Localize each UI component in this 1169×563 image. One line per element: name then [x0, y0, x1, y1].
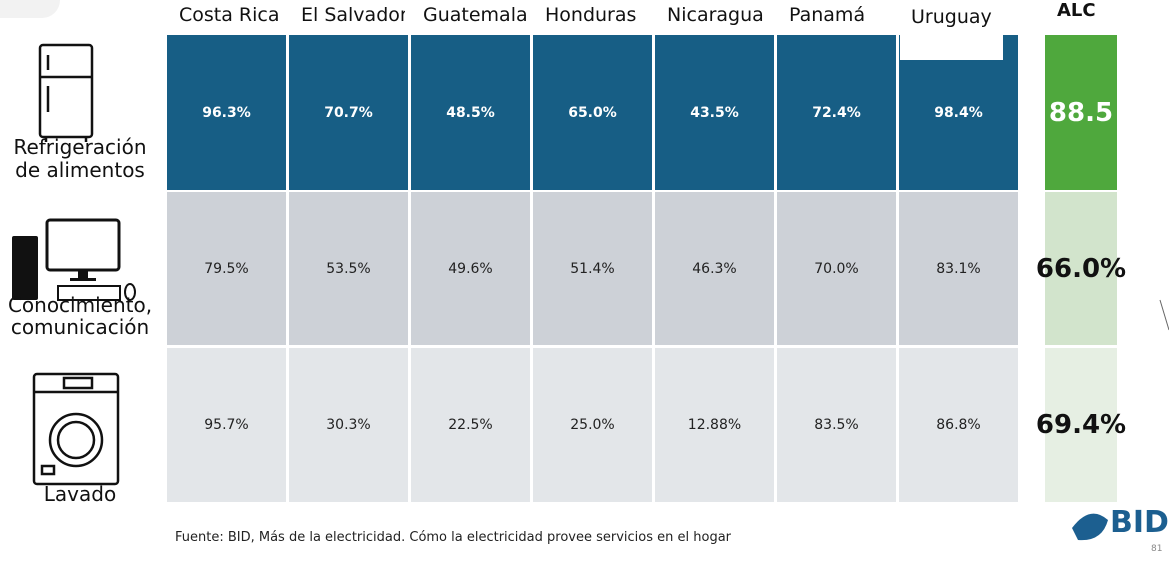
table-cell: 65.0%	[533, 35, 652, 190]
table-cell: 86.8%	[899, 348, 1018, 502]
table-cell: 51.4%	[533, 192, 652, 345]
alc-cell: 69.4%	[1036, 348, 1126, 502]
table-cell: 79.5%	[167, 192, 286, 345]
column-header: Honduras	[545, 4, 637, 26]
table-cell: 96.3%	[167, 35, 286, 190]
table-cell: 83.5%	[777, 348, 896, 502]
row-label: comunicación	[10, 315, 150, 339]
table-cell: 25.0%	[533, 348, 652, 502]
washer-icon	[32, 372, 120, 486]
column-header: El Salvador	[301, 4, 405, 26]
column-header: Panamá	[789, 4, 866, 26]
table-cell: 70.0%	[777, 192, 896, 345]
source-note: Fuente: BID, Más de la electricidad. Cóm…	[175, 530, 732, 545]
alc-cell: 66.0%	[1036, 192, 1126, 345]
column-header: Nicaragua	[667, 4, 764, 26]
logo-mark	[1072, 513, 1108, 541]
column-header: Costa Rica	[179, 4, 280, 26]
row-label: Lavado	[43, 482, 117, 506]
column-header: Guatemala	[423, 4, 527, 26]
table-cell: 46.3%	[655, 192, 774, 345]
row-label: Conocimiento,	[7, 293, 153, 317]
table-cell: 95.7%	[167, 348, 286, 502]
corner-shape	[0, 0, 60, 18]
table-cell: 49.6%	[411, 192, 530, 345]
table-cell: 48.5%	[411, 35, 530, 190]
row-label: Refrigeración	[13, 135, 147, 159]
table-cell: 83.1%	[899, 192, 1018, 345]
alc-cell: 88.5	[1045, 35, 1117, 190]
edge-line	[1159, 299, 1169, 331]
table-cell: 43.5%	[655, 35, 774, 190]
fridge-icon	[38, 43, 94, 142]
table-cell: 30.3%	[289, 348, 408, 502]
table-cell: 12.88%	[655, 348, 774, 502]
table-cell: 53.5%	[289, 192, 408, 345]
page-number: 81	[1151, 544, 1163, 554]
column-header: Uruguay	[911, 6, 992, 28]
alc-header: ALC	[1057, 0, 1096, 21]
table-cell: 22.5%	[411, 348, 530, 502]
table-cell: 72.4%	[777, 35, 896, 190]
row-label: de alimentos	[15, 158, 145, 182]
logo-text: BID	[1110, 505, 1169, 540]
table-cell: 98.4%	[899, 35, 1018, 190]
header-box	[900, 0, 1003, 60]
computer-icon	[12, 218, 136, 301]
table-cell: 70.7%	[289, 35, 408, 190]
